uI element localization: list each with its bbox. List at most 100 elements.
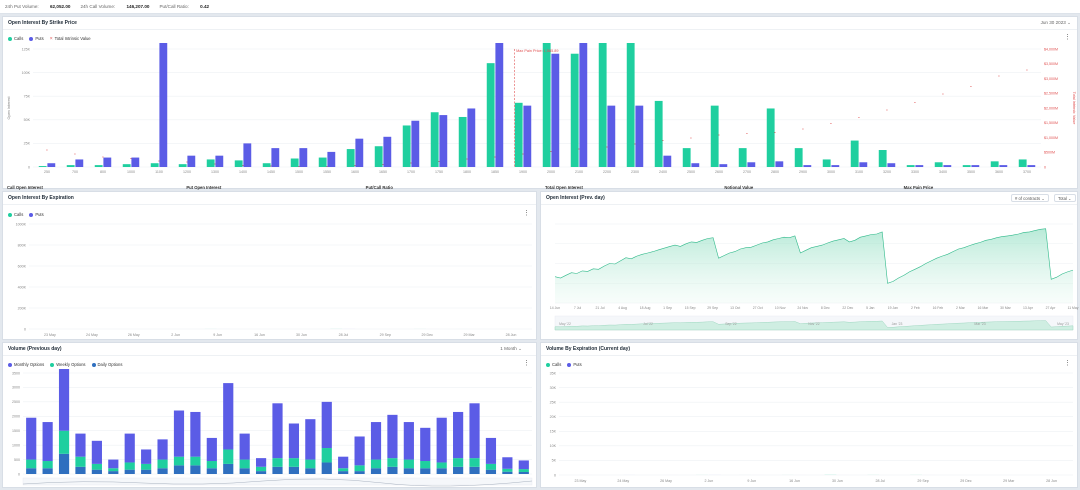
bar bbox=[436, 468, 447, 474]
y-tick-label: 0 bbox=[18, 472, 20, 476]
more-options-icon[interactable]: ⋮ bbox=[1064, 360, 1071, 367]
legend-weekly[interactable]: Weekly Options bbox=[50, 362, 86, 367]
x-tick-label: 1400 bbox=[239, 170, 247, 174]
x-tick-label: 29 Dec bbox=[422, 333, 434, 337]
bar bbox=[514, 102, 523, 167]
bar bbox=[803, 165, 812, 167]
intrinsic-point: • bbox=[326, 164, 328, 169]
bar bbox=[26, 459, 37, 469]
intrinsic-point: • bbox=[830, 120, 832, 125]
period-select[interactable]: 1 Month ⌄ bbox=[500, 346, 522, 351]
expiry-date-select[interactable]: Jun 30 2023 ⌄ bbox=[1040, 20, 1071, 25]
more-options-icon[interactable]: ⋮ bbox=[1064, 34, 1071, 41]
bar bbox=[346, 149, 355, 167]
legend-calls[interactable]: Calls bbox=[546, 362, 561, 367]
intrinsic-point: • bbox=[214, 161, 216, 166]
y-tick-label: 2000 bbox=[12, 415, 20, 419]
bar bbox=[542, 43, 551, 167]
x-tick-label: 24 Nov bbox=[797, 306, 808, 310]
y2-tick-label: $2,500M bbox=[1044, 92, 1058, 96]
y2-axis-label: Total Intrinsic Value bbox=[1072, 92, 1076, 125]
y-tick-label: 1500 bbox=[12, 429, 20, 433]
legend-daily[interactable]: Daily Options bbox=[91, 362, 122, 367]
bar bbox=[124, 433, 135, 463]
y2-tick-label: 0 bbox=[1044, 165, 1046, 169]
x-tick-label: 3100 bbox=[855, 170, 863, 174]
intrinsic-point: • bbox=[550, 148, 552, 153]
volume-expiration-legend: Calls Puts bbox=[546, 362, 588, 367]
legend-calls[interactable]: Calls bbox=[8, 36, 23, 41]
bar bbox=[42, 422, 53, 462]
y-tick-label: 125K bbox=[22, 47, 31, 51]
intrinsic-point: • bbox=[578, 146, 580, 151]
x-tick-label: 2500 bbox=[687, 170, 695, 174]
bar bbox=[58, 369, 70, 431]
bar bbox=[485, 437, 497, 464]
legend-intrinsic[interactable]: × Total Intrinsic Value bbox=[49, 35, 91, 42]
x-tick-label: 1000 bbox=[127, 170, 135, 174]
more-options-icon[interactable]: ⋮ bbox=[523, 210, 530, 217]
legend-puts[interactable]: Puts bbox=[567, 362, 582, 367]
bar bbox=[570, 53, 579, 167]
summary-bar: 24h Put Volume: 62,052.00 24h Call Volum… bbox=[0, 0, 1080, 14]
x-tick-label: 5 Jan bbox=[866, 306, 874, 310]
oi-line bbox=[554, 228, 1074, 284]
x-tick-label: 9 Jun bbox=[747, 479, 756, 483]
bar bbox=[178, 164, 187, 167]
bar bbox=[305, 468, 316, 474]
x-tick-label: 11 May bbox=[1068, 306, 1079, 310]
intrinsic-point: • bbox=[298, 163, 300, 168]
bar bbox=[75, 159, 84, 167]
bar bbox=[318, 157, 327, 167]
bar bbox=[239, 433, 250, 460]
x-tick-label: 16 Mar bbox=[978, 306, 989, 310]
bar bbox=[338, 471, 349, 474]
bar bbox=[223, 383, 234, 450]
oi-strike-chart: 0 25K 50K 75K 100K 125K 0 $500M $1,000M $1,500M $2… bbox=[7, 43, 1076, 174]
x-tick-label: 1800 bbox=[463, 170, 471, 174]
x-tick-label: 27 Oct bbox=[753, 306, 763, 310]
volume-expiration-chart: 0 5K 10K 15K 20K 25K 30K 35K 23 May 24 May 26 May 2… bbox=[550, 371, 1073, 483]
x-tick-label: 15 Sep bbox=[685, 306, 696, 310]
intrinsic-point: • bbox=[438, 159, 440, 164]
bar bbox=[272, 458, 283, 467]
y-tick-label: 25K bbox=[24, 142, 31, 146]
x-tick-label: 22 Dec bbox=[842, 306, 853, 310]
legend-monthly[interactable]: Monthly Options bbox=[8, 362, 44, 367]
total-select[interactable]: Total ⌄ bbox=[1054, 194, 1076, 202]
volume-prevday-chart: 050010001500200025003000350024 Apr25 Apr… bbox=[12, 369, 533, 487]
legend-puts[interactable]: Puts bbox=[29, 212, 44, 217]
legend-calls[interactable]: Calls bbox=[8, 212, 23, 217]
bar bbox=[906, 165, 915, 167]
bar bbox=[355, 138, 364, 167]
x-tick-label: 2000 bbox=[547, 170, 555, 174]
oi-prevday-chart: 14 Jun 7 Jul 21 Jul 4 Aug 18 Aug 1 Sep 15 Sep 2… bbox=[550, 223, 1079, 331]
contracts-select[interactable]: # of contracts ⌄ bbox=[1011, 194, 1049, 202]
x-tick-label: 29 Mar bbox=[1003, 479, 1015, 483]
x-tick-label: 9 Jun bbox=[213, 333, 222, 337]
x-tick-label: 1450 bbox=[267, 170, 275, 174]
bar bbox=[305, 459, 316, 469]
y2-tick-label: $3,500M bbox=[1044, 62, 1058, 66]
x-tick-label: 8 Dec bbox=[821, 306, 830, 310]
x-tick-label: 16 Feb bbox=[933, 306, 944, 310]
y-tick-label: 3500 bbox=[12, 371, 20, 375]
chevron-down-icon: ⌄ bbox=[1067, 20, 1071, 25]
y-tick-label: 3000 bbox=[12, 386, 20, 390]
x-tick-label: 29 Sep bbox=[380, 333, 391, 337]
bar bbox=[990, 161, 999, 167]
oi-expiration-title: Open Interest By Expiration bbox=[8, 195, 74, 201]
y-tick-label: 50K bbox=[24, 118, 31, 122]
legend-puts[interactable]: Puts bbox=[29, 36, 44, 41]
bar bbox=[173, 410, 185, 457]
bar bbox=[75, 466, 86, 474]
bar bbox=[271, 148, 280, 167]
x-tick-label: 13 Apr bbox=[1023, 306, 1034, 310]
x-tick-label: 19 Jan bbox=[888, 306, 898, 310]
more-options-icon[interactable]: ⋮ bbox=[523, 360, 530, 367]
bar bbox=[239, 459, 250, 469]
x-tick-label: 800 bbox=[100, 170, 106, 174]
intrinsic-point: • bbox=[74, 151, 76, 156]
bar bbox=[206, 437, 217, 462]
bar bbox=[915, 165, 924, 167]
